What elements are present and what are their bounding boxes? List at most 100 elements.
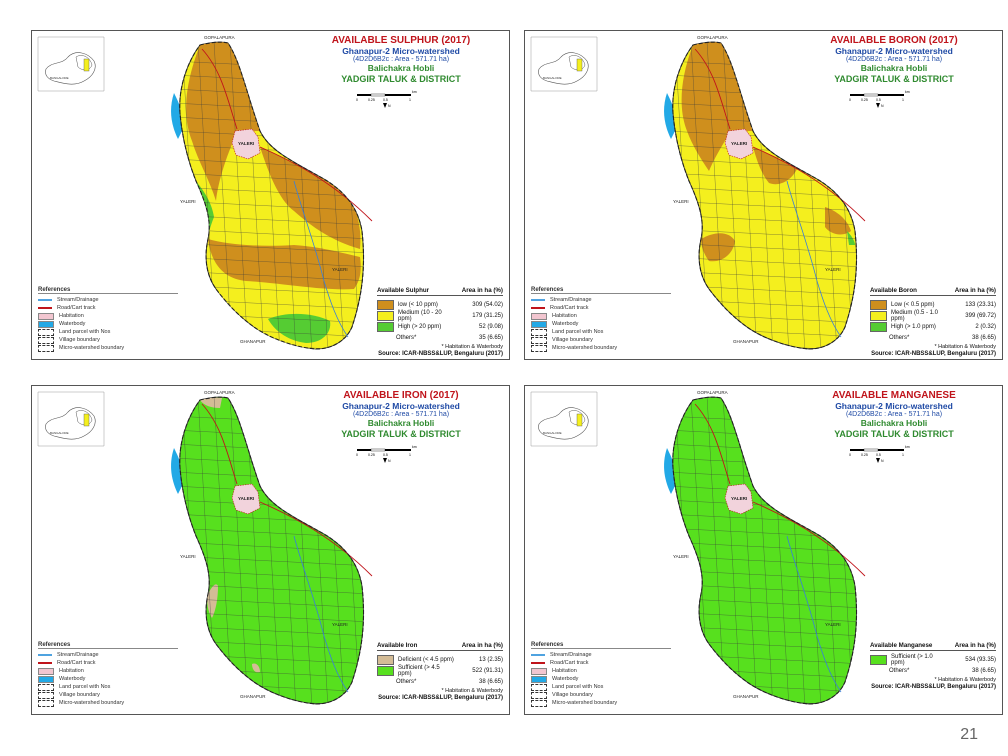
legend-class-label: Deficient (< 4.5 ppm) [398, 656, 454, 663]
reference-symbol-icon [531, 312, 547, 320]
reference-label: Road/Cart track [57, 305, 96, 311]
reference-label: Micro-watershed boundary [552, 345, 618, 351]
reference-label: Road/Cart track [550, 660, 589, 666]
reference-label: Stream/Drainage [550, 297, 592, 303]
watershed-area: (4D2D6B2c : Area - 571.71 ha) [845, 411, 943, 419]
reference-item: Village boundary [38, 691, 178, 699]
svg-text:km: km [412, 445, 417, 449]
scale-bar: 0 0.25 0.5 1 km N [356, 445, 417, 463]
svg-text:0: 0 [849, 98, 851, 102]
reference-item: Stream/Drainage [531, 296, 671, 304]
references-box: References Stream/Drainage Road/Cart trac… [531, 642, 671, 707]
reference-item: Habitation [38, 667, 178, 675]
reference-item: Land parcel with Nos [531, 328, 671, 336]
legend-others-label: Others* [396, 678, 417, 685]
svg-text:1: 1 [902, 98, 904, 102]
legend-class-value: 13 (2.35) [478, 656, 503, 663]
place-label: GHANAPUR [733, 694, 759, 699]
legend-swatch [377, 321, 394, 332]
legend-swatch [870, 299, 887, 310]
place-label: GHANAPUR [240, 694, 266, 699]
place-label: GHANAPUR [240, 339, 266, 344]
legend-others-label: Others* [889, 334, 910, 341]
legend-others-label: Others* [889, 667, 910, 674]
reference-symbol-icon [531, 691, 547, 699]
reference-label: Habitation [59, 668, 84, 674]
nutrient-zone [681, 42, 753, 172]
inset-locator-map: BANGALORE [37, 391, 105, 447]
reference-label: Micro-watershed boundary [59, 345, 125, 351]
reference-item: Village boundary [531, 691, 671, 699]
legend-row: Low (< 0.5 ppm) 133 (23.31) [870, 299, 996, 310]
legend-source: Source: ICAR-NBSS&LUP, Bengaluru (2017) [378, 351, 503, 357]
map-terrain [664, 41, 866, 350]
legend-area-header: Area in ha (%) [954, 642, 996, 649]
watershed-area: (4D2D6B2c : Area - 571.71 ha) [352, 56, 450, 64]
place-label: YALERI [238, 496, 254, 501]
reference-label: Land parcel with Nos [552, 329, 604, 335]
references-heading: References [38, 287, 178, 294]
legend-class-value: 522 (91.31) [472, 667, 503, 674]
north-arrow-icon [383, 103, 387, 108]
reference-item: Road/Cart track [531, 659, 671, 667]
legend-row: Medium (10 - 20 ppm) 179 (31.25) [377, 310, 503, 322]
nutrient-zone [825, 207, 851, 235]
legend-class-label: Medium (0.5 - 1.0 ppm) [891, 309, 939, 322]
reference-label: Stream/Drainage [57, 652, 99, 658]
reference-item: Stream/Drainage [38, 651, 178, 659]
reference-item: Land parcel with Nos [38, 328, 178, 336]
reference-symbol-icon [531, 299, 545, 301]
nutrient-zone [200, 397, 222, 408]
watershed-boundary [179, 41, 365, 350]
place-label: YALERI [238, 141, 254, 146]
place-label: YALERI [673, 554, 689, 559]
legend-row: Deficient (< 4.5 ppm) 13 (2.35) [377, 654, 503, 665]
svg-text:km: km [412, 90, 417, 94]
map-title: AVAILABLE SULPHUR (2017) [331, 35, 471, 46]
hobli-name: Balichakra Hobli [367, 63, 435, 74]
svg-text:0.25: 0.25 [861, 453, 868, 457]
reference-symbol-icon [38, 336, 54, 344]
svg-text:N: N [881, 104, 884, 108]
map-panel-manganese: BANGALORE GOPALAPURA YALERI YALERI YALER… [524, 385, 1003, 715]
references-heading: References [531, 642, 671, 649]
nutrient-zone [215, 193, 296, 241]
svg-text:1: 1 [409, 98, 411, 102]
svg-text:0.25: 0.25 [368, 98, 375, 102]
scale-bar: 0 0.25 0.5 1 km N [356, 90, 417, 108]
reference-item: Waterbody [531, 675, 671, 683]
reference-item: Habitation [38, 312, 178, 320]
svg-text:0: 0 [356, 453, 358, 457]
legend-row: Sufficient (> 4.5 ppm) 522 (91.31) [377, 664, 503, 677]
legend-source: Source: ICAR-NBSS&LUP, Bengaluru (2017) [378, 695, 503, 701]
north-arrow-icon [876, 103, 880, 108]
legend-title: Available Boron [870, 287, 917, 294]
district-name: YADGIR TALUK & DISTRICT [834, 429, 954, 440]
map-title: AVAILABLE MANGANESE [832, 390, 956, 401]
legend-swatch [377, 654, 394, 665]
legend-row-others: Others* 38 (6.65) [377, 676, 503, 687]
legend-area-header: Area in ha (%) [954, 287, 996, 294]
nutrient-zone [252, 663, 260, 673]
reference-label: Stream/Drainage [550, 652, 592, 658]
legend-class-label: Sufficient (> 4.5 ppm) [398, 664, 440, 677]
reference-symbol-icon [38, 654, 52, 656]
svg-text:0.5: 0.5 [383, 453, 388, 457]
legend-row: low (< 10 ppm) 309 (54.02) [377, 299, 503, 310]
legend-row: High (> 1.0 ppm) 2 (0.32) [870, 321, 996, 332]
references-box: References Stream/Drainage Road/Cart trac… [531, 287, 671, 352]
legend-note: * Habitation & Waterbody [934, 344, 996, 350]
legend-class-label: Sufficient (> 1.0 ppm) [891, 653, 933, 666]
watershed-area: (4D2D6B2c : Area - 571.71 ha) [845, 56, 943, 64]
legend-class-label: low (< 10 ppm) [398, 301, 438, 308]
place-label: GOPALAPURA [697, 390, 728, 395]
reference-symbol-icon [531, 307, 545, 309]
svg-text:N: N [388, 104, 391, 108]
district-name: YADGIR TALUK & DISTRICT [341, 429, 461, 440]
map-legend: Available Iron Area in ha (%) Deficient (… [377, 642, 503, 701]
reference-item: Habitation [531, 667, 671, 675]
legend-swatch [377, 665, 394, 676]
reference-symbol-icon [38, 675, 54, 683]
nutrient-zone [186, 42, 260, 202]
reference-symbol-icon [531, 320, 547, 328]
